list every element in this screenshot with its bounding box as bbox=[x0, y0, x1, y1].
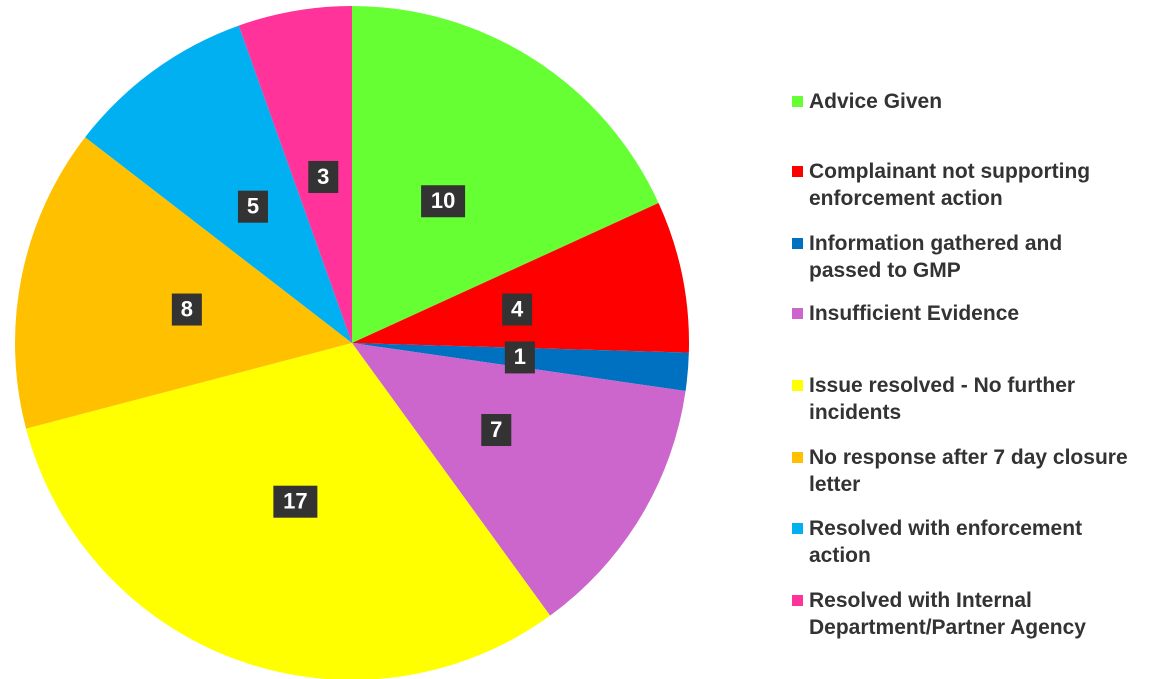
legend-swatch bbox=[792, 380, 803, 391]
legend-item: No response after 7 day closure letter bbox=[792, 444, 1137, 498]
legend-swatch bbox=[792, 308, 803, 319]
legend-label: Complainant not supporting enforcement a… bbox=[809, 160, 1091, 210]
data-label-box bbox=[273, 485, 318, 518]
legend-swatch bbox=[792, 238, 803, 249]
data-label-box bbox=[308, 160, 339, 193]
legend-item: Advice Given bbox=[792, 88, 1137, 115]
pie-slice bbox=[352, 6, 659, 343]
data-label: 8 bbox=[181, 296, 193, 321]
legend-swatch bbox=[792, 523, 803, 534]
legend-label: Resolved with enforcement action bbox=[809, 517, 1083, 567]
data-label-box bbox=[171, 293, 202, 326]
legend-swatch bbox=[792, 96, 803, 107]
legend-label: No response after 7 day closure letter bbox=[809, 446, 1128, 496]
data-label-box bbox=[502, 293, 533, 326]
legend-label: Insufficient Evidence bbox=[809, 302, 1020, 325]
pie-slice bbox=[14, 137, 352, 429]
legend-swatch bbox=[792, 595, 803, 606]
legend-item: Resolved with Internal Department/Partne… bbox=[792, 587, 1137, 641]
legend-item: Issue resolved - No further incidents bbox=[792, 372, 1137, 426]
legend-item: Resolved with enforcement action bbox=[792, 515, 1137, 569]
legend-label: Advice Given bbox=[809, 90, 943, 113]
pie-slice bbox=[352, 203, 689, 353]
pie-slice bbox=[85, 25, 353, 343]
legend-item: Complainant not supporting enforcement a… bbox=[792, 158, 1137, 212]
data-label: 17 bbox=[283, 489, 307, 514]
data-label: 7 bbox=[490, 417, 502, 442]
legend-label: Resolved with Internal Department/Partne… bbox=[809, 589, 1086, 639]
legend-swatch bbox=[792, 452, 803, 463]
legend-item: Insufficient Evidence bbox=[792, 300, 1137, 327]
legend-label: Information gathered and passed to GMP bbox=[809, 232, 1063, 282]
legend-swatch bbox=[792, 166, 803, 177]
pie-slice bbox=[238, 6, 352, 343]
legend-item: Information gathered and passed to GMP bbox=[792, 230, 1137, 284]
data-label: 4 bbox=[511, 296, 524, 321]
data-label-box bbox=[421, 185, 466, 218]
data-label: 3 bbox=[317, 164, 329, 189]
data-label: 10 bbox=[431, 188, 455, 213]
data-label-box bbox=[237, 190, 268, 223]
data-label: 5 bbox=[247, 193, 259, 218]
data-label: 1 bbox=[514, 344, 526, 369]
data-label-box bbox=[504, 341, 535, 374]
data-label-box bbox=[481, 414, 512, 447]
pie-slice bbox=[352, 343, 686, 616]
legend-label: Issue resolved - No further incidents bbox=[809, 374, 1076, 424]
